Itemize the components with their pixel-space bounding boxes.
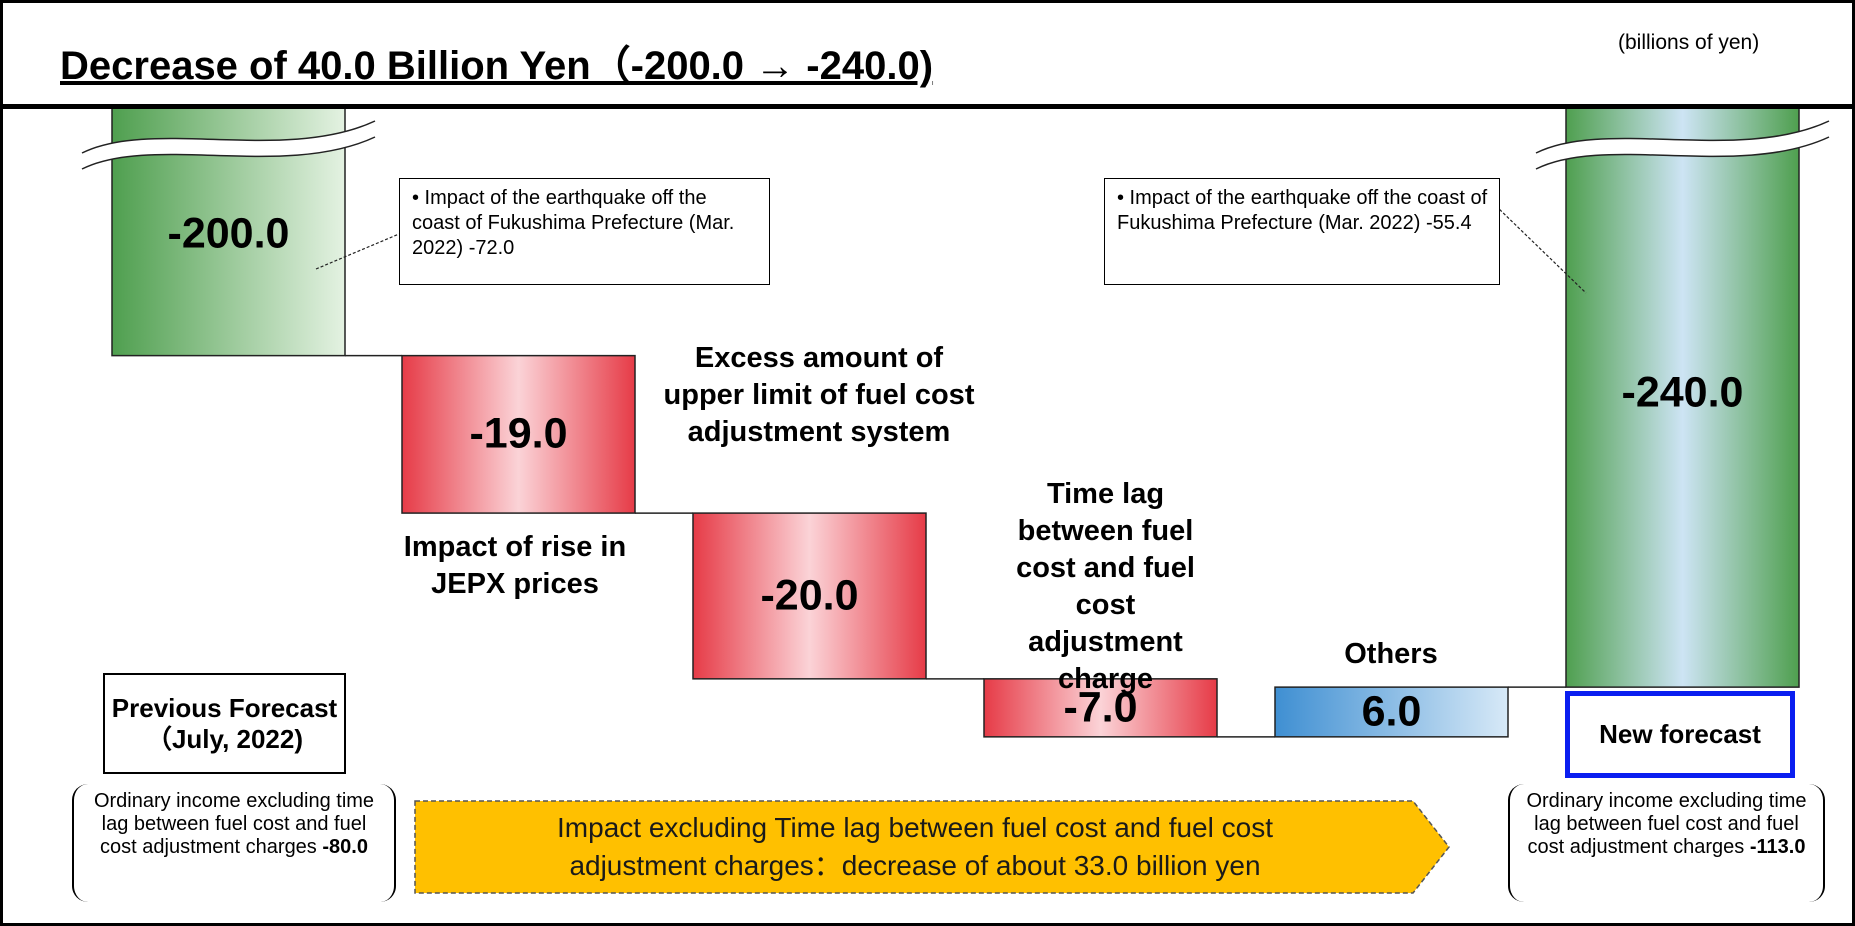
category-label: Others xyxy=(1344,638,1438,670)
bar xyxy=(1274,686,1509,738)
title: Decrease of 40.0 Billion Yen（-200.0 → -2… xyxy=(60,44,934,88)
axis-break-line xyxy=(81,120,376,154)
annotation: • Impact of the earthquake off the coast… xyxy=(1104,178,1500,285)
value-label: -19.0 xyxy=(469,409,568,458)
value-label: -240.0 xyxy=(1621,368,1744,417)
bar xyxy=(401,354,636,514)
value-label: -200.0 xyxy=(167,209,290,258)
leader-line xyxy=(315,233,400,270)
bracket-text: Ordinary income excluding time lag betwe… xyxy=(1526,790,1807,858)
value-label: 6.0 xyxy=(1361,687,1422,736)
banner-arrow xyxy=(414,800,1450,894)
axis-break-line xyxy=(81,136,376,170)
bar xyxy=(1565,106,1800,688)
bracket-text: Ordinary income excluding time lag betwe… xyxy=(93,790,375,858)
bar xyxy=(692,512,927,680)
banner-text: Impact excluding Time lag between fuel c… xyxy=(557,812,1273,881)
category-label: Time lag between fuel cost and fuel cost… xyxy=(1016,478,1195,695)
bracket-note: Ordinary income excluding time lag betwe… xyxy=(72,784,396,902)
value-label: -20.0 xyxy=(760,571,859,620)
category-label: Impact of rise in JEPX prices xyxy=(403,531,627,600)
category-label: Previous Forecast（July, 2022) xyxy=(103,673,346,774)
value-label: -7.0 xyxy=(1063,683,1138,732)
category-label: Excess amount of upper limit of fuel cos… xyxy=(663,342,975,448)
axis-break-line xyxy=(1535,136,1830,170)
category-label: New forecast xyxy=(1565,691,1795,778)
title-rule xyxy=(3,104,1852,109)
chart xyxy=(81,106,1830,894)
axis-break-line xyxy=(1535,120,1830,154)
axis-break-fill xyxy=(1536,121,1829,169)
bracket-value: -113.0 xyxy=(1749,836,1806,858)
annotation: • Impact of the earthquake off the coast… xyxy=(399,178,770,285)
unit-label: (billions of yen) xyxy=(1618,31,1760,54)
bar xyxy=(983,678,1218,738)
leader-line xyxy=(1495,205,1587,294)
bracket-note: Ordinary income excluding time lag betwe… xyxy=(1508,784,1825,902)
bracket-value: -80.0 xyxy=(322,836,368,858)
axis-break-fill xyxy=(82,121,375,169)
